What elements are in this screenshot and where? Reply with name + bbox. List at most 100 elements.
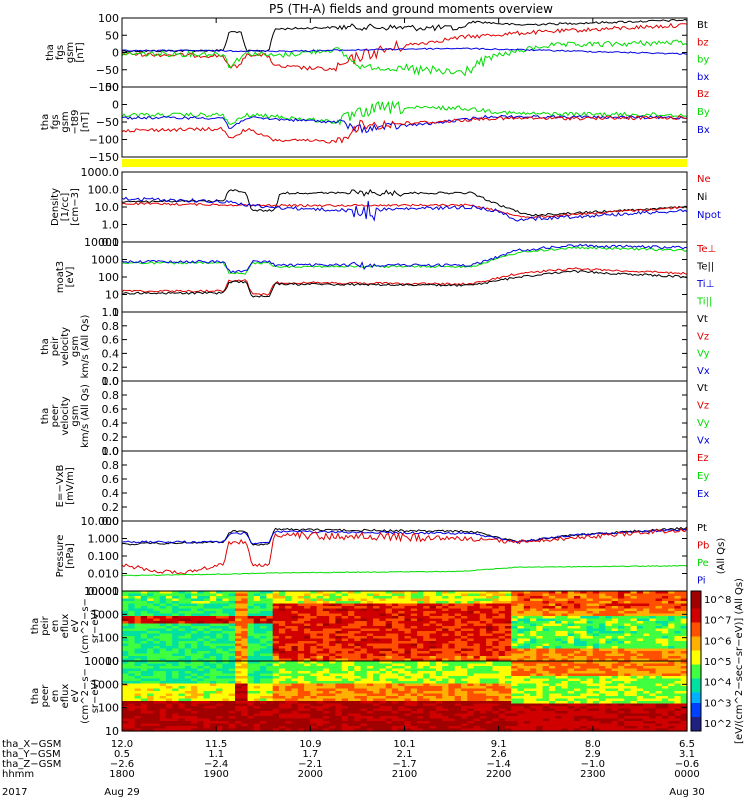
spectrogram-cell xyxy=(404,616,412,620)
spectrogram-cell xyxy=(147,646,154,650)
spectrogram-cell xyxy=(586,693,594,697)
spectrogram-cell xyxy=(548,706,556,710)
spectrogram-cell xyxy=(536,636,544,640)
spectrogram-cell xyxy=(435,656,443,660)
spectrogram-cell xyxy=(655,643,663,647)
spectrogram-cell xyxy=(555,618,563,622)
spectrogram-cell xyxy=(655,683,663,687)
spectrogram-cell xyxy=(636,616,644,620)
spectrogram-cell xyxy=(285,691,293,695)
spectrogram-cell xyxy=(122,691,129,695)
spectrogram-cell xyxy=(586,683,594,687)
spectrogram-cell xyxy=(605,703,613,707)
spectrogram-cell xyxy=(504,706,512,710)
spectrogram-cell xyxy=(605,618,613,622)
spectrogram-cell xyxy=(335,688,343,692)
spectrogram-cell xyxy=(511,678,519,682)
spectrogram-cell xyxy=(479,678,487,682)
spectrogram-cell xyxy=(329,711,337,715)
spectrogram-cell xyxy=(467,593,475,597)
spectrogram-cell xyxy=(216,708,224,712)
spectrogram-cell xyxy=(197,651,205,655)
spectrogram-cell xyxy=(322,688,330,692)
spectrogram-cell xyxy=(222,631,230,635)
spectrogram-cell xyxy=(147,666,154,670)
spectrogram-cell xyxy=(360,703,368,707)
spectrogram-cell xyxy=(517,671,525,675)
spectrogram-cell xyxy=(611,686,619,690)
spectrogram-cell xyxy=(479,713,487,717)
spectrogram-cell xyxy=(278,716,286,720)
spectrogram-cell xyxy=(580,726,588,730)
spectrogram-cell xyxy=(203,686,211,690)
spectrogram-cell xyxy=(153,631,161,635)
spectrogram-cell xyxy=(624,646,632,650)
spectrogram-cell xyxy=(643,706,650,710)
spectrogram-cell xyxy=(498,706,506,710)
spectrogram-cell xyxy=(253,726,261,730)
spectrogram-cell xyxy=(611,708,619,712)
spectrogram-cell xyxy=(241,621,249,625)
spectrogram-cell xyxy=(241,696,249,700)
spectrogram-cell xyxy=(253,648,261,652)
spectrogram-cell xyxy=(536,723,544,727)
spectrogram-cell xyxy=(567,676,575,680)
spectrogram-cell xyxy=(285,661,293,665)
spectrogram-cell xyxy=(599,661,606,665)
spectrogram-cell xyxy=(153,628,161,632)
spectrogram-cell xyxy=(379,711,387,715)
spectrogram-cell xyxy=(216,628,224,632)
spectrogram-cell xyxy=(191,658,198,662)
spectrogram-cell xyxy=(599,643,606,647)
spectrogram-cell xyxy=(348,633,355,637)
spectrogram-cell xyxy=(548,608,556,612)
spectrogram-cell xyxy=(661,653,669,657)
spectrogram-cell xyxy=(680,626,688,630)
spectrogram-cell xyxy=(586,606,594,610)
spectrogram-cell xyxy=(461,616,468,620)
spectrogram-cell xyxy=(122,626,129,630)
spectrogram-cell xyxy=(668,626,676,630)
spectrogram-cell xyxy=(391,653,399,657)
spectrogram-cell xyxy=(304,703,311,707)
spectrogram-cell xyxy=(423,696,431,700)
spectrogram-cell xyxy=(391,641,399,645)
spectrogram-cell xyxy=(555,651,563,655)
spectrogram-cell xyxy=(511,716,519,720)
spectrogram-cell xyxy=(322,696,330,700)
spectrogram-cell xyxy=(454,606,462,610)
spectrogram-cell xyxy=(191,601,198,605)
spectrogram-cell xyxy=(203,673,211,677)
spectrogram-cell xyxy=(172,723,180,727)
spectrogram-cell xyxy=(429,638,437,642)
spectrogram-cell xyxy=(178,613,186,617)
spectrogram-cell xyxy=(209,628,217,632)
spectrogram-cell xyxy=(222,711,230,715)
spectrogram-cell xyxy=(454,631,462,635)
spectrogram-cell xyxy=(241,726,249,730)
spectrogram-cell xyxy=(216,726,224,730)
spectrogram-cell xyxy=(548,593,556,597)
spectrogram-cell xyxy=(241,648,249,652)
spectrogram-cell xyxy=(661,668,669,672)
spectrogram-cell xyxy=(253,683,261,687)
spectrogram-cell xyxy=(655,698,663,702)
spectrogram-cell xyxy=(341,686,349,690)
spectrogram-cell xyxy=(216,636,224,640)
spectrogram-cell xyxy=(467,671,475,675)
spectrogram-cell xyxy=(636,678,644,682)
spectrogram-cell xyxy=(147,661,154,665)
spectrogram-cell xyxy=(278,666,286,670)
spectrogram-cell xyxy=(172,681,180,685)
spectrogram-cell xyxy=(435,623,443,627)
spectrogram-cell xyxy=(366,641,374,645)
spectrogram-cell xyxy=(165,591,173,595)
spectrogram-cell xyxy=(404,643,412,647)
spectrogram-cell xyxy=(398,661,406,665)
spectrogram-cell xyxy=(461,601,468,605)
spectrogram-cell xyxy=(172,703,180,707)
spectrogram-cell xyxy=(147,698,154,702)
spectrogram-cell xyxy=(643,598,650,602)
spectrogram-cell xyxy=(272,668,280,672)
spectrogram-cell xyxy=(216,641,224,645)
